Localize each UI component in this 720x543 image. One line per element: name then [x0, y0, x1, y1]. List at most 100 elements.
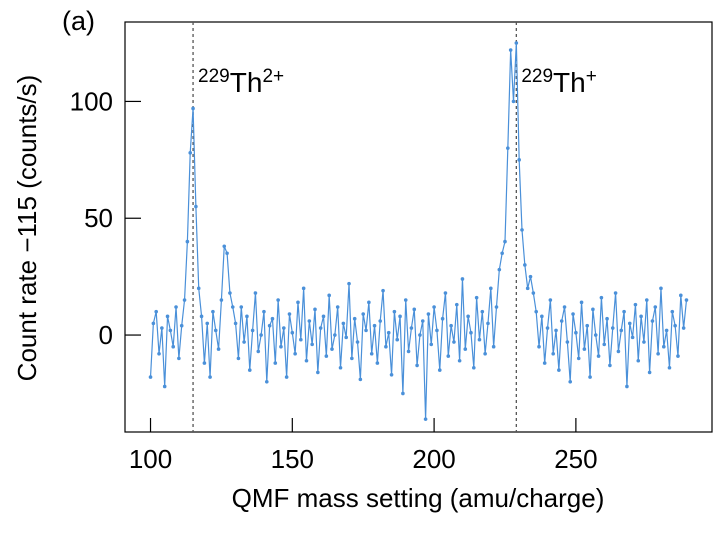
data-point — [562, 305, 567, 309]
data-point — [350, 356, 354, 361]
data-point — [182, 298, 187, 302]
data-point — [585, 323, 590, 328]
data-point — [443, 291, 448, 295]
data-point — [545, 326, 550, 330]
data-point — [194, 204, 198, 209]
data-point — [264, 379, 269, 384]
data-point — [449, 323, 453, 328]
data-point — [358, 377, 363, 382]
data-point — [151, 321, 156, 326]
data-point — [466, 314, 470, 319]
data-point — [474, 295, 479, 300]
data-point — [551, 351, 555, 356]
data-point — [471, 365, 476, 370]
data-point — [619, 328, 624, 333]
data-point — [216, 347, 221, 351]
data-point — [352, 316, 357, 321]
data-point — [540, 314, 544, 319]
data-point — [593, 333, 598, 337]
data-point — [426, 312, 431, 316]
data-point — [403, 298, 408, 302]
data-point — [525, 286, 530, 291]
data-point — [608, 363, 612, 368]
data-point — [225, 251, 229, 256]
data-point — [282, 326, 286, 330]
data-point — [406, 349, 411, 354]
data-point — [548, 298, 553, 302]
data-point — [208, 375, 212, 379]
data-point — [528, 274, 533, 279]
data-point — [531, 291, 536, 295]
data-point — [497, 267, 502, 272]
data-point — [656, 351, 660, 356]
data-point — [636, 358, 641, 363]
y-tick-label: 100 — [70, 86, 113, 116]
data-point — [622, 309, 626, 314]
data-point — [565, 340, 570, 344]
data-point — [480, 309, 485, 314]
data-point — [420, 319, 425, 323]
data-point — [296, 300, 300, 305]
data-point — [571, 312, 575, 316]
data-point — [276, 298, 280, 302]
annotation: 229Th+ — [521, 66, 597, 98]
data-point — [613, 291, 618, 295]
data-point — [409, 326, 414, 330]
x-tick-label: 100 — [129, 444, 172, 474]
data-point — [659, 286, 663, 291]
data-point — [188, 151, 193, 155]
data-point — [250, 328, 255, 333]
data-point — [511, 99, 516, 104]
data-point — [247, 368, 252, 372]
data-point — [157, 351, 161, 356]
data-point — [664, 328, 669, 333]
data-point — [171, 344, 176, 349]
data-point — [228, 291, 232, 295]
data-point — [673, 323, 677, 328]
data-point — [290, 330, 295, 335]
data-point — [196, 286, 201, 291]
data-point — [179, 323, 184, 328]
data-point — [500, 251, 504, 256]
data-point — [454, 302, 459, 307]
data-point — [576, 356, 581, 361]
data-point — [355, 340, 360, 344]
data-point — [344, 335, 348, 340]
data-point — [242, 340, 246, 344]
data-point — [483, 351, 487, 356]
data-point — [650, 319, 655, 323]
data-point — [667, 365, 672, 370]
data-point — [369, 351, 374, 356]
data-point — [477, 337, 482, 342]
data-point — [494, 305, 499, 309]
data-point — [432, 305, 436, 309]
data-point — [253, 291, 258, 295]
data-point — [330, 347, 334, 351]
data-point — [239, 305, 244, 309]
data-point — [514, 41, 519, 45]
data-point — [523, 263, 527, 267]
data-point — [299, 337, 303, 342]
data-point — [347, 281, 351, 286]
data-point — [506, 146, 510, 150]
data-point — [154, 309, 158, 314]
data-point — [293, 351, 297, 356]
data-point — [177, 356, 181, 361]
data-point — [440, 316, 445, 321]
y-tick-label: 50 — [84, 203, 113, 233]
data-point — [236, 356, 241, 361]
data-point — [574, 330, 578, 335]
data-point — [639, 314, 643, 319]
x-axis-label: QMF mass setting (amu/charge) — [232, 483, 605, 513]
data-point — [616, 349, 621, 354]
data-point — [463, 347, 468, 351]
data-point — [588, 375, 592, 379]
data-point — [452, 340, 456, 344]
data-point — [579, 300, 584, 305]
data-point — [591, 307, 595, 312]
data-point — [661, 344, 666, 349]
annotation-element: Th — [553, 67, 586, 98]
data-point — [469, 330, 473, 335]
data-point — [372, 323, 377, 328]
data-point — [670, 309, 675, 314]
